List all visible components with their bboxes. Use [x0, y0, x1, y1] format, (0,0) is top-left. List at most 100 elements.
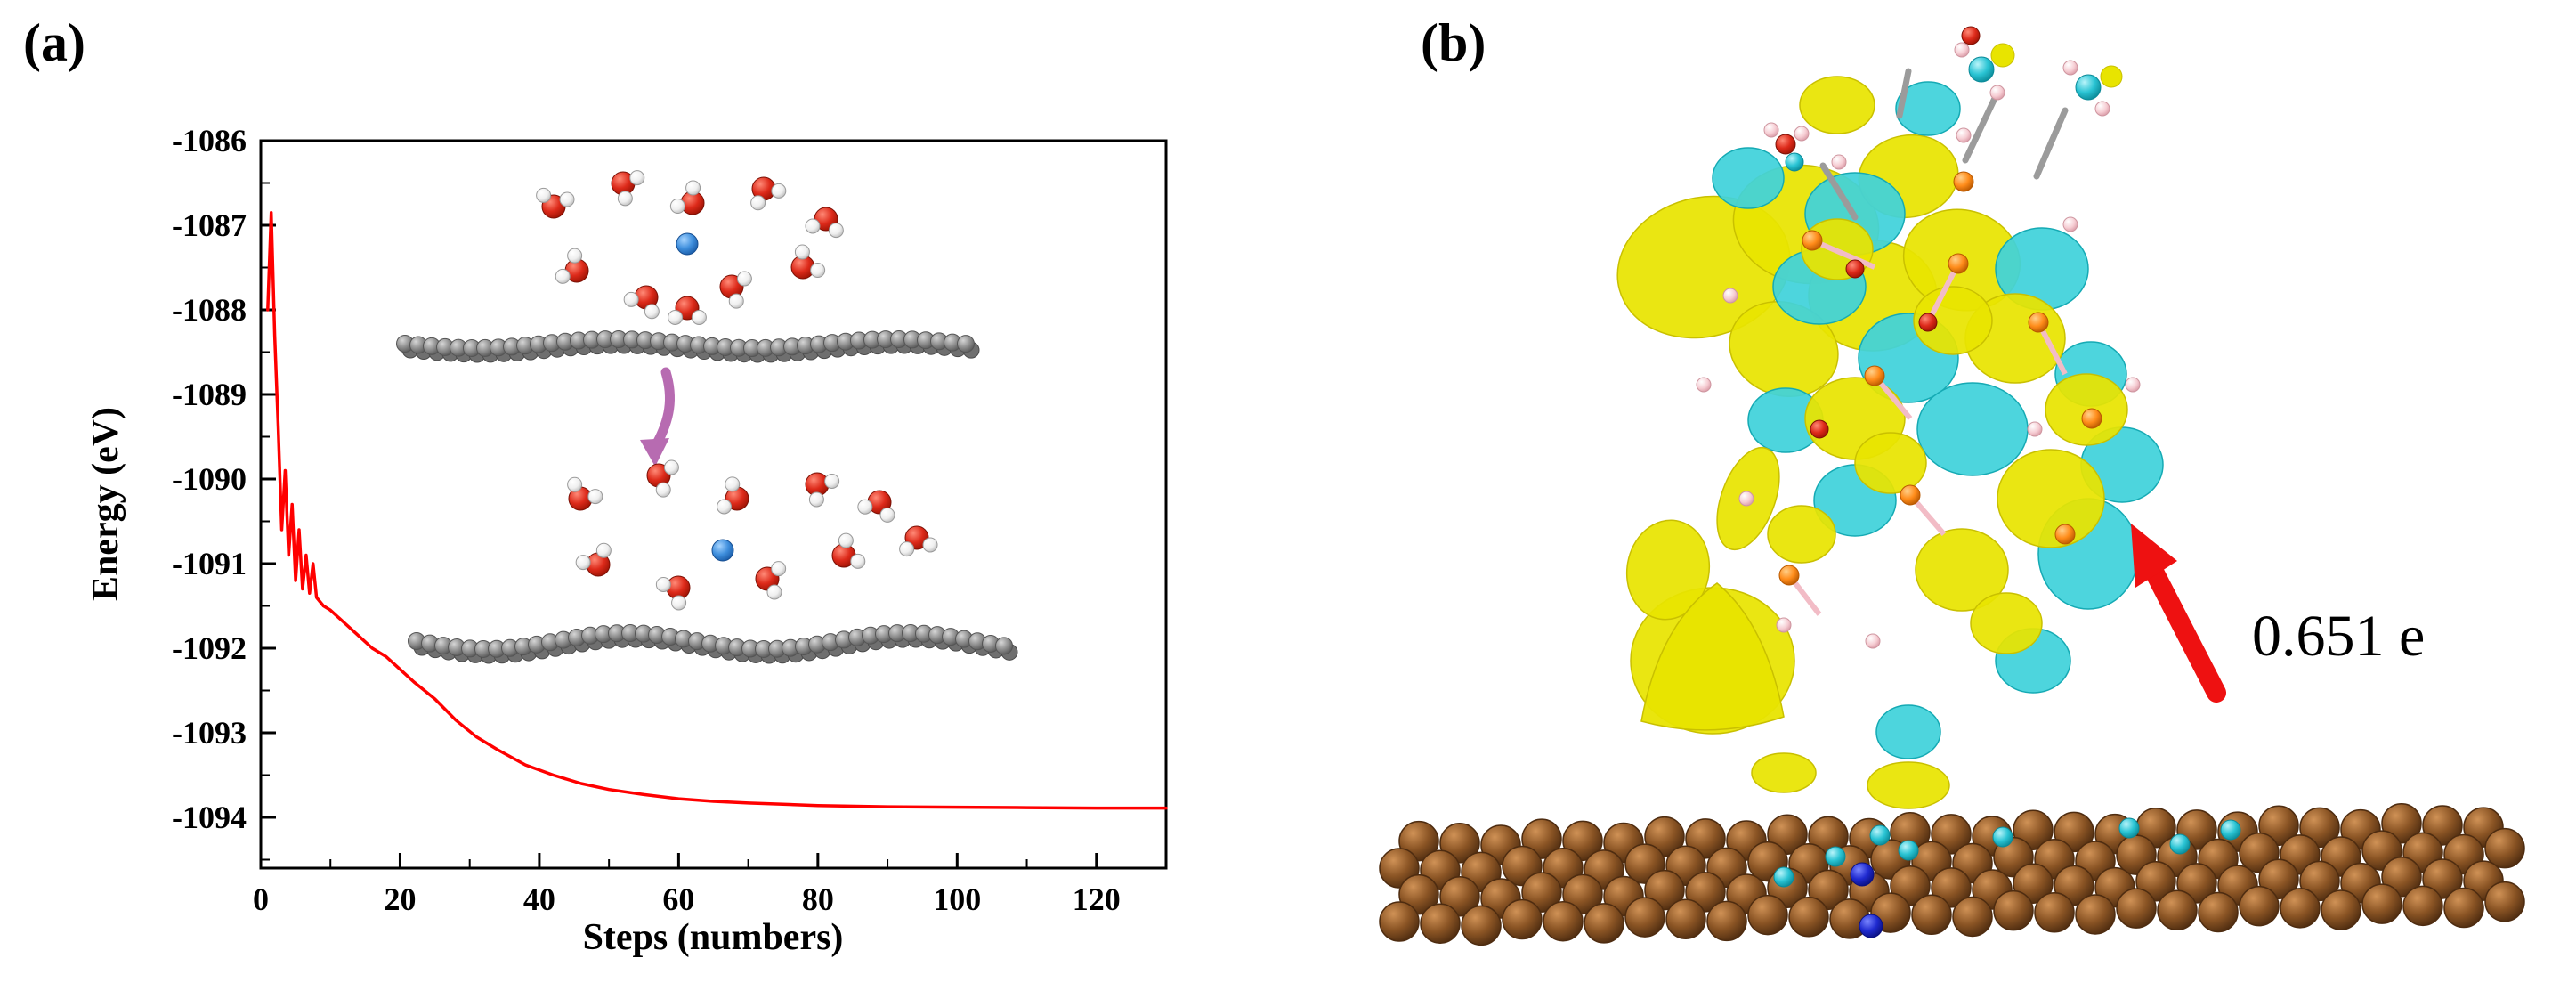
substrate-atom [2443, 887, 2484, 929]
hydrogen-atom [663, 459, 679, 475]
hydrogen-atom [1776, 617, 1792, 633]
hydrogen-atom [899, 541, 915, 557]
bond [1819, 162, 1859, 221]
hydrogen-atom [629, 170, 645, 186]
x-tick-label: 40 [523, 881, 555, 917]
substrate-atom [1461, 905, 1502, 946]
y-tick-label: -1092 [172, 630, 247, 666]
hydrogen-atom [805, 218, 821, 234]
orange-atom [2054, 524, 2076, 545]
substrate-atom [1584, 903, 1624, 944]
substrate-atom [1788, 897, 1829, 938]
isosurface-positive-lobe [1915, 528, 2009, 612]
hydrogen-atom [1738, 491, 1754, 507]
hydrogen-atom [2125, 377, 2141, 393]
hydrogen-atom [655, 576, 671, 592]
isosurface-negative-lobe [1712, 147, 1785, 209]
charge-transfer-arrow [2131, 524, 2226, 703]
cyan-adatom [1825, 846, 1846, 867]
hydrogen-atom [771, 561, 787, 577]
cyan-adatom [1992, 826, 2013, 848]
hydrogen-atom [623, 291, 639, 307]
x-tick-label: 0 [253, 881, 269, 917]
substrate-atom [1706, 900, 1747, 942]
cyan-lobe-atom [2075, 74, 2102, 101]
substrate-atom [2321, 889, 2361, 930]
orange-atom [1900, 484, 1921, 506]
bond [1925, 262, 1961, 324]
y-tick-label: -1086 [172, 123, 247, 158]
orange-atom [1948, 253, 1969, 274]
bond [1896, 68, 1912, 119]
hydrogen-atom [828, 223, 844, 239]
hydrogen-atom [668, 309, 684, 325]
substrate-atom [2239, 885, 2280, 927]
hydrogen-atom [2027, 421, 2043, 437]
hydrogen-atom [1956, 127, 1972, 143]
hydrogen-atom [750, 195, 766, 211]
orange-atom [1778, 565, 1800, 586]
hydrogen-atom [671, 595, 687, 611]
hydrogen-atom [717, 499, 733, 515]
substrate-atom [1420, 903, 1461, 944]
hydrogen-atom [644, 304, 660, 320]
chart-axes: 0 20 40 60 80 100 120 -1086 -1087 -1088 -1089 -1090… [172, 123, 1168, 917]
substrate-atom [1993, 889, 2034, 931]
hydrogen-atom [850, 553, 866, 569]
panel-b-label: (b) [1421, 13, 1486, 72]
orange-atom [1864, 365, 1885, 386]
yellow-lobe-atom [2100, 65, 2123, 88]
bond [1810, 238, 1876, 270]
arrow-head [2131, 524, 2177, 588]
isosurface-positive-lobe [1640, 582, 1785, 731]
y-tick-label: -1090 [172, 461, 247, 497]
orange-atom [2081, 408, 2102, 429]
substrate-atom [2402, 885, 2443, 927]
hydrogen-atom [555, 268, 571, 284]
hydrogen-atom [575, 555, 591, 571]
hydrogen-atom [655, 482, 671, 498]
charge-density-panel: 0.651 e [1379, 26, 2525, 946]
panel-a-label: (a) [23, 13, 85, 72]
transition-arrow [640, 367, 675, 467]
y-axis-title: Energy (eV) [85, 407, 126, 601]
molecule-inset-initial [396, 170, 980, 363]
hydrogen-atom [536, 187, 552, 203]
hydrogen-atom [567, 248, 583, 264]
charge-density-isosurface [1616, 76, 2164, 809]
cyan-adatom [2118, 817, 2140, 839]
bond [2033, 107, 2069, 180]
substrate-atom [2484, 827, 2525, 869]
hydrogen-atom [595, 542, 612, 558]
oxygen-atom [1845, 259, 1865, 279]
carbon-atom [995, 637, 1013, 655]
hydrogen-atom [669, 199, 685, 215]
plot-border [259, 139, 1168, 870]
isosurface-negative-lobe [1916, 382, 2029, 476]
isosurface-negative-lobe [1895, 81, 1961, 136]
hydrogen-atom [685, 180, 701, 196]
isosurface-positive-lobe [1625, 519, 1711, 621]
orange-atom [1802, 230, 1823, 251]
cyan-adatom [2220, 819, 2241, 841]
hydrogen-atom [808, 491, 824, 508]
substrate-slab [1379, 803, 2525, 946]
cyan-lobe-atom [1968, 56, 1995, 83]
substrate-atom [1911, 894, 1952, 936]
cluster-atoms [1696, 127, 2141, 649]
isosurface-negative-lobe [1875, 704, 1941, 759]
hydrogen-atom [617, 191, 633, 207]
hydrogen-atom [2062, 60, 2078, 76]
surface-adatoms [1773, 817, 2241, 938]
hydrogen-atom [2062, 216, 2078, 232]
hydrogen-atom [728, 293, 744, 309]
substrate-atom [1502, 898, 1543, 940]
hydrogen-atom [824, 473, 840, 489]
hydrogen-atom [736, 271, 752, 287]
hydrogen-atom [1989, 85, 2005, 101]
y-tick-label: -1093 [172, 715, 247, 751]
isosurface-positive-lobe [1767, 505, 1836, 564]
isosurface-positive-lobe [2045, 373, 2128, 446]
isosurface-positive-lobe [1970, 592, 2043, 654]
